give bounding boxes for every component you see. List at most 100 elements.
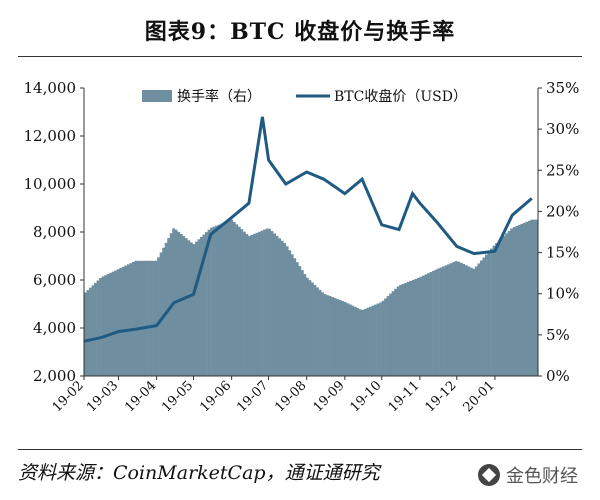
turnover-bar [189, 242, 193, 376]
turnover-bar [449, 263, 453, 376]
turnover-bar [487, 251, 491, 376]
turnover-bar [280, 240, 284, 376]
turnover-bar [454, 261, 458, 376]
turnover-bar [220, 223, 224, 376]
chart-legend: 换手率（右） BTC收盘价（USD） [142, 88, 467, 105]
left-tick-label: 10,000 [24, 175, 77, 193]
turnover-bar [520, 223, 524, 376]
turnover-bar [222, 222, 226, 376]
turnover-bar [227, 220, 231, 376]
turnover-bar [278, 238, 282, 376]
x-tick-label: 19-11 [386, 378, 423, 415]
turnover-bar [444, 265, 448, 376]
turnover-bar [300, 270, 304, 376]
turnover-bar [409, 280, 413, 376]
right-tick-label: 15% [546, 244, 579, 262]
left-tick-label: 4,000 [33, 319, 76, 337]
turnover-bar [361, 309, 365, 376]
turnover-bar [235, 224, 239, 376]
turnover-bar [341, 301, 345, 376]
turnover-bar [515, 226, 519, 376]
turnover-bar [101, 276, 105, 376]
right-tick-label: 10% [546, 285, 579, 303]
turnover-bar [119, 268, 123, 376]
turnover-bar [384, 298, 387, 376]
chart-area: 2,000 4,000 6,000 8,000 10,000 12,000 14,000 0%… [24, 79, 580, 415]
turnover-bar [149, 260, 153, 376]
turnover-bar [270, 231, 274, 376]
turnover-bar [343, 302, 347, 376]
turnover-bar [462, 264, 466, 376]
turnover-bar [394, 288, 398, 376]
turnover-bar [134, 260, 138, 376]
turnover-bar [247, 235, 251, 376]
turnover-bar [104, 275, 107, 376]
turnover-bar [467, 266, 471, 376]
turnover-bar [89, 287, 92, 376]
turnover-bar [252, 233, 256, 376]
turnover-bar [442, 266, 445, 376]
turnover-bar [527, 220, 531, 376]
turnover-bar [457, 261, 461, 376]
turnover-bar [167, 238, 171, 376]
turnover-bar [182, 236, 186, 376]
turnover-bar [192, 244, 196, 376]
right-tick-label: 5% [546, 326, 570, 344]
chart-axes [80, 87, 542, 380]
turnover-bar [283, 243, 287, 376]
left-tick-label: 8,000 [33, 223, 76, 241]
turnover-bar [336, 299, 340, 376]
turnover-bar [356, 308, 360, 376]
turnover-bar [255, 232, 259, 376]
turnover-bar [94, 282, 97, 376]
turnover-bar [421, 275, 425, 376]
turnover-bar [311, 282, 314, 376]
turnover-bar [194, 241, 198, 376]
x-tick-label: 20-01 [461, 378, 498, 415]
turnover-bar [338, 300, 342, 376]
turnover-bar [313, 284, 317, 376]
turnover-bar [260, 230, 264, 376]
x-tick-label: 19-08 [272, 378, 309, 415]
logo-icon [478, 464, 500, 486]
turnover-bar [258, 231, 261, 376]
turnover-bar [406, 281, 410, 376]
x-tick-label: 19-05 [159, 378, 196, 415]
x-tick-label: 19-09 [311, 378, 348, 415]
watermark: 金色财经 [478, 462, 578, 488]
turnover-bar [288, 250, 292, 376]
turnover-bar [293, 258, 297, 376]
turnover-bar [114, 270, 118, 376]
turnover-bar [230, 219, 234, 376]
turnover-bar [374, 304, 377, 376]
turnover-bar [490, 248, 493, 376]
turnover-bar [432, 270, 435, 376]
x-tick-label: 19-03 [84, 378, 121, 415]
turnover-bar [472, 268, 476, 376]
turnover-bar [376, 303, 380, 376]
turnover-bar [124, 265, 128, 376]
turnover-bar [492, 245, 496, 376]
turnover-bar [414, 278, 418, 376]
turnover-bar [99, 278, 102, 376]
turnover-bar [424, 274, 428, 376]
turnover-bar [298, 266, 302, 376]
turnover-bar [232, 221, 236, 376]
turnover-bar [389, 293, 393, 376]
turnover-bar [184, 238, 188, 376]
right-tick-label: 35% [546, 79, 579, 97]
turnover-bar [240, 229, 244, 376]
turnover-bar [109, 272, 113, 376]
turnover-bar [136, 260, 140, 376]
turnover-bar [427, 273, 430, 376]
turnover-bar [386, 296, 390, 376]
turnover-bar [152, 260, 155, 376]
turnover-bar [303, 274, 307, 376]
turnover-bar [530, 219, 534, 376]
turnover-bar [439, 267, 443, 376]
turnover-bar [323, 294, 327, 376]
turnover-bar [265, 228, 269, 376]
btc-price-line [83, 116, 533, 343]
turnover-bar [366, 307, 370, 376]
bottom-rule [18, 449, 582, 450]
